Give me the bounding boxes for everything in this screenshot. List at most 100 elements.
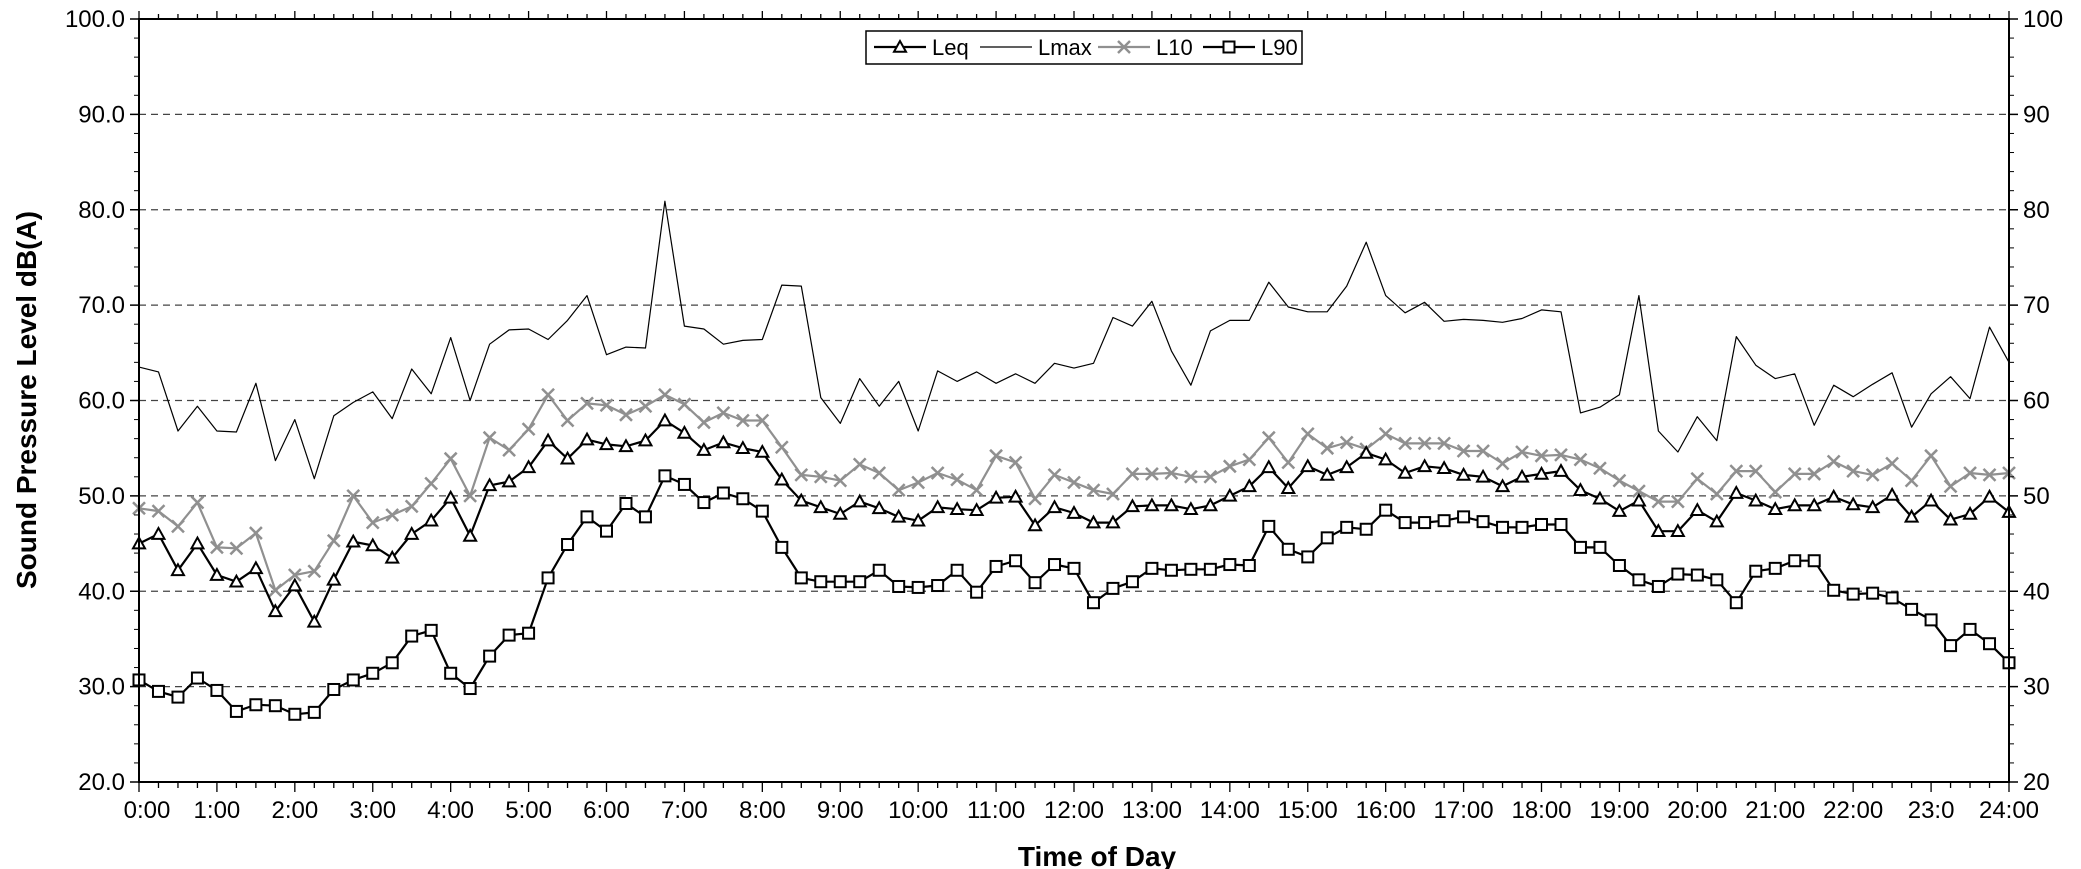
l90-point	[677, 477, 691, 491]
leq-point	[1436, 460, 1452, 475]
leq-point	[209, 566, 225, 581]
y-tick-label-left: 50.0	[78, 483, 125, 510]
l90-point	[1651, 579, 1665, 593]
l10-point	[1242, 452, 1257, 467]
leq-point	[657, 412, 673, 427]
l10-point	[346, 488, 361, 503]
l10-point	[1573, 452, 1588, 467]
l90-point	[658, 469, 672, 483]
l90-point	[1690, 568, 1704, 582]
l10-point-stroke	[1008, 455, 1023, 470]
leq-point	[1864, 499, 1881, 514]
leq-point	[150, 525, 167, 540]
l90-point	[580, 510, 594, 524]
l10-point-stroke	[1106, 487, 1120, 501]
leq-point	[949, 501, 965, 516]
l90-point	[1593, 540, 1607, 554]
l90-point	[1184, 562, 1198, 576]
x-axis-labels: 0:00 1:00 2:00 3:00 4:00 5:00 6:00 7:00 8:00 9:00…	[124, 797, 2039, 824]
l10-point	[1534, 448, 1549, 463]
leq-point	[1670, 523, 1686, 537]
l10-point	[1651, 494, 1666, 509]
l10-point-stroke	[1826, 454, 1841, 469]
l90-point	[444, 666, 458, 680]
leq-point	[1222, 487, 1238, 502]
leq-point	[1514, 468, 1530, 483]
leq-point	[618, 438, 634, 453]
l10-point-stroke	[1261, 430, 1276, 445]
leq-point	[1085, 514, 1102, 529]
l10-point	[677, 397, 692, 412]
l10-point	[1748, 464, 1763, 478]
l90-point	[483, 649, 497, 663]
l10-point	[891, 483, 906, 498]
l10-point	[1846, 464, 1861, 478]
l10-point-stroke	[1885, 456, 1900, 471]
l10-point	[326, 533, 341, 548]
y-tick-label-right: 50	[2023, 483, 2050, 510]
l90-point	[794, 571, 808, 585]
l10-point	[619, 407, 633, 422]
leq-point	[481, 477, 498, 492]
l90-point	[833, 575, 847, 589]
l10-point-stroke	[385, 508, 400, 522]
leq-point	[715, 434, 732, 449]
l10-point	[1339, 435, 1354, 450]
l10-point	[385, 508, 400, 522]
l10-point-stroke	[443, 451, 458, 466]
l10-point	[1008, 455, 1023, 470]
l10-point-stroke	[813, 469, 828, 484]
l10-point-stroke	[716, 406, 731, 420]
leq-point	[1845, 496, 1861, 511]
l10-point	[287, 568, 302, 582]
l90-point	[1203, 562, 1217, 576]
l10-point-stroke	[424, 476, 439, 491]
x-tick-label: 1:00	[194, 797, 241, 824]
leq-point	[1981, 488, 1998, 503]
leq-point	[871, 500, 887, 515]
l10-point	[1515, 445, 1529, 459]
x-tick-label: 10:00	[888, 797, 948, 824]
l10-point	[813, 469, 828, 484]
series-layer	[131, 200, 2017, 721]
l10-point-stroke	[1515, 445, 1529, 459]
leq-point	[910, 512, 926, 527]
leq-point	[1572, 482, 1589, 496]
leq-point	[1397, 464, 1413, 479]
l10-point	[1982, 468, 1997, 482]
l90-point	[931, 579, 945, 593]
l10-point-stroke	[229, 541, 244, 556]
l10-point-stroke	[248, 526, 263, 540]
l90-point	[638, 510, 652, 524]
leq-point	[890, 508, 907, 523]
l90-point	[171, 690, 185, 704]
l10-point-stroke	[989, 448, 1003, 463]
l90-point	[1457, 510, 1471, 524]
l10-point-stroke	[1846, 464, 1861, 478]
x-tick-label: 4:00	[427, 797, 474, 824]
l10-point	[1690, 471, 1705, 486]
l10-point-stroke	[151, 504, 166, 519]
leq-point	[170, 562, 186, 577]
l90-point	[1009, 554, 1023, 568]
y-tick-label-right: 90	[2023, 101, 2050, 128]
leq-point	[1358, 444, 1374, 459]
l90-point	[1145, 561, 1159, 575]
l10-point	[1145, 467, 1159, 481]
l10-point	[1612, 473, 1627, 488]
l10-point-stroke	[697, 415, 711, 430]
l10-point	[171, 519, 185, 534]
l10-point	[443, 451, 458, 466]
l10-point	[482, 430, 497, 445]
x-tick-label: 21:00	[1745, 797, 1805, 824]
legend-label-lmax: Lmax	[1038, 35, 1092, 60]
leq-point	[696, 442, 712, 456]
l10-point	[560, 413, 575, 428]
legend-label-l10: L10	[1156, 35, 1193, 60]
x-tick-label: 3:00	[349, 797, 396, 824]
l90-point	[1476, 515, 1490, 529]
l90-point	[1223, 558, 1237, 572]
leq-point	[1163, 497, 1180, 512]
x-tick-label: 6:00	[583, 797, 630, 824]
l10-point-stroke	[638, 399, 653, 414]
